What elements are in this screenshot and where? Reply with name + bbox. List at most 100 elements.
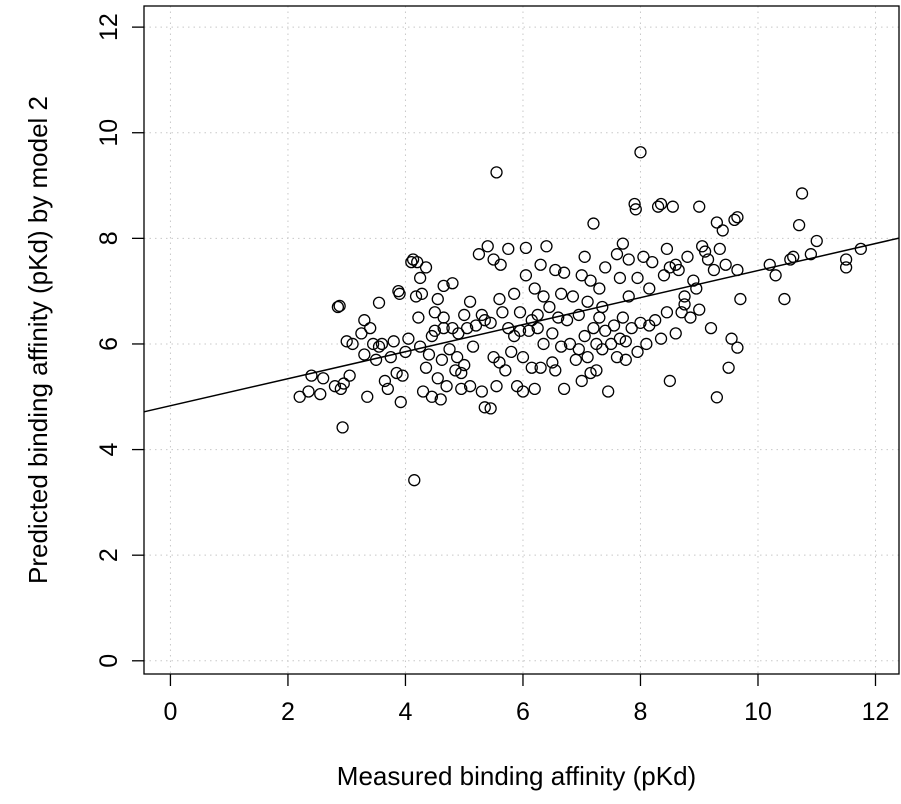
data-point bbox=[540, 240, 553, 253]
data-point bbox=[555, 340, 568, 353]
data-point bbox=[422, 348, 436, 361]
x-tick-label: 0 bbox=[163, 698, 177, 726]
data-point bbox=[634, 316, 647, 329]
data-point bbox=[778, 292, 791, 306]
data-point bbox=[393, 287, 406, 300]
data-point bbox=[707, 263, 721, 277]
data-point bbox=[546, 327, 559, 340]
data-point bbox=[684, 311, 697, 324]
data-point bbox=[628, 197, 641, 211]
data-point bbox=[675, 306, 688, 319]
data-point bbox=[602, 385, 615, 398]
data-point bbox=[431, 372, 444, 385]
data-point bbox=[596, 343, 609, 356]
data-point bbox=[593, 311, 606, 324]
data-point bbox=[502, 242, 515, 256]
data-point bbox=[607, 319, 621, 332]
data-point bbox=[616, 311, 630, 324]
y-axis: 0 2 4 6 8 10 12 bbox=[95, 13, 144, 668]
data-point bbox=[713, 242, 726, 256]
data-point bbox=[534, 361, 547, 374]
data-point bbox=[672, 263, 685, 277]
data-point bbox=[693, 303, 706, 316]
data-point bbox=[839, 261, 853, 274]
data-point bbox=[854, 242, 867, 256]
data-point bbox=[631, 345, 644, 359]
data-point bbox=[625, 321, 638, 335]
data-point bbox=[634, 146, 647, 159]
data-point bbox=[663, 261, 677, 274]
data-point bbox=[355, 327, 368, 340]
x-tick-label: 4 bbox=[399, 698, 413, 726]
data-point bbox=[584, 366, 597, 380]
data-point bbox=[331, 300, 345, 314]
data-point bbox=[728, 213, 741, 227]
data-point bbox=[372, 340, 386, 353]
data-point bbox=[440, 380, 453, 393]
y-tick-label: 2 bbox=[95, 548, 123, 562]
data-point bbox=[496, 306, 509, 319]
data-point bbox=[572, 343, 585, 356]
data-point bbox=[587, 321, 600, 335]
data-point bbox=[305, 369, 318, 382]
data-point bbox=[478, 401, 491, 414]
data-point bbox=[443, 343, 456, 356]
x-tick-label: 2 bbox=[281, 698, 295, 726]
data-point bbox=[719, 258, 732, 271]
y-tick-label: 12 bbox=[95, 13, 123, 41]
data-point bbox=[555, 287, 568, 300]
data-point bbox=[387, 335, 400, 348]
data-point bbox=[475, 308, 488, 322]
data-point bbox=[405, 255, 418, 269]
data-point bbox=[435, 353, 449, 366]
data-point bbox=[731, 341, 744, 354]
data-point bbox=[631, 271, 644, 285]
data-point bbox=[549, 364, 562, 377]
data-point bbox=[590, 364, 603, 377]
data-point bbox=[413, 340, 427, 353]
data-point bbox=[629, 203, 642, 216]
data-point bbox=[413, 271, 427, 285]
data-point bbox=[690, 282, 703, 295]
data-point bbox=[490, 380, 503, 393]
data-point bbox=[402, 332, 415, 345]
data-point bbox=[499, 364, 512, 377]
x-tick-label: 8 bbox=[634, 698, 648, 726]
data-point bbox=[463, 295, 477, 308]
data-point bbox=[340, 335, 353, 348]
data-point bbox=[302, 385, 315, 398]
data-point bbox=[731, 211, 744, 224]
data-point bbox=[734, 292, 747, 306]
data-point bbox=[537, 290, 550, 303]
data-point bbox=[431, 292, 444, 306]
data-point bbox=[710, 216, 724, 229]
data-point bbox=[446, 277, 459, 290]
data-point bbox=[384, 351, 397, 364]
data-point bbox=[455, 382, 468, 395]
data-point bbox=[490, 166, 503, 179]
data-point bbox=[663, 374, 677, 388]
data-point bbox=[419, 361, 433, 374]
data-point bbox=[314, 387, 327, 401]
data-point bbox=[537, 337, 550, 351]
data-point bbox=[428, 306, 441, 319]
data-point bbox=[469, 319, 483, 332]
data-point bbox=[437, 279, 450, 293]
data-point bbox=[698, 245, 712, 258]
data-point bbox=[449, 364, 462, 377]
data-point bbox=[346, 337, 359, 351]
data-point bbox=[557, 382, 571, 395]
data-point bbox=[415, 287, 429, 300]
data-point bbox=[528, 382, 541, 395]
data-point bbox=[412, 311, 425, 324]
data-point bbox=[337, 377, 350, 390]
data-points bbox=[293, 146, 867, 487]
data-point bbox=[513, 306, 527, 319]
y-axis-title: Predicted binding affinity (pKd) by mode… bbox=[23, 96, 53, 584]
data-point bbox=[654, 197, 668, 211]
data-point bbox=[543, 300, 556, 314]
data-point bbox=[622, 290, 635, 303]
data-point bbox=[461, 321, 474, 335]
data-point bbox=[519, 241, 533, 255]
data-point bbox=[375, 337, 389, 351]
